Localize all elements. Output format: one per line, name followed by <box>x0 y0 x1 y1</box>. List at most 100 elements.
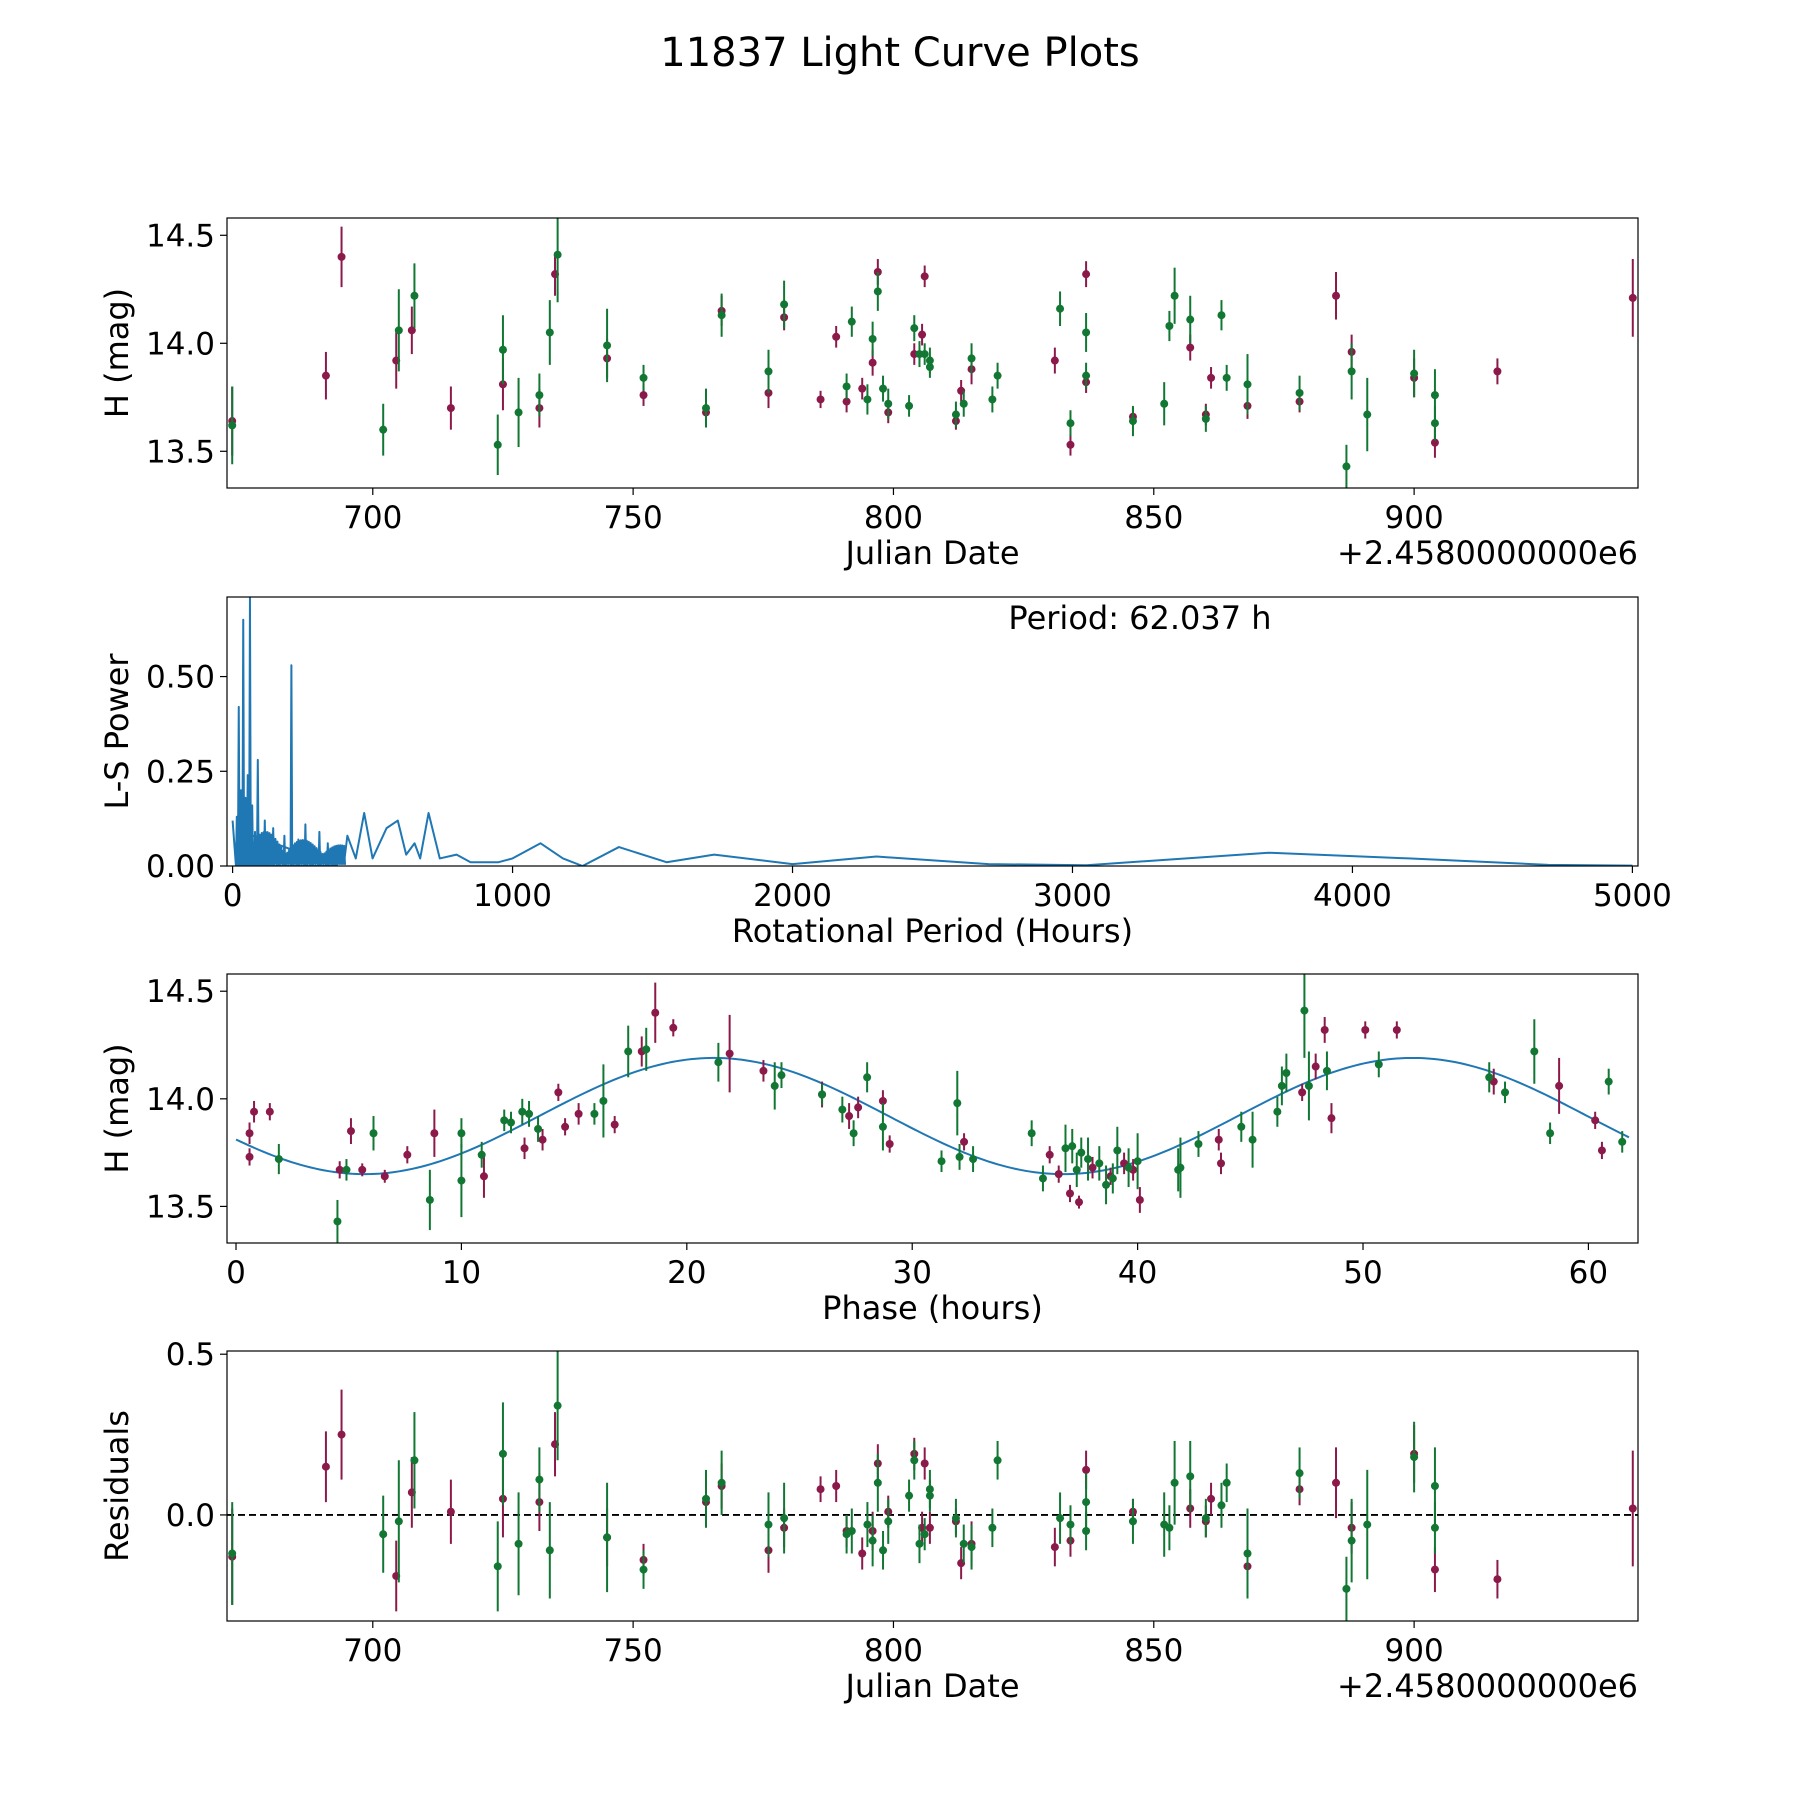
data-point <box>1082 371 1091 380</box>
data-point <box>1207 1494 1216 1503</box>
data-point <box>1555 1081 1564 1090</box>
y-tick-label: 14.0 <box>146 1082 215 1118</box>
data-point <box>1273 1107 1282 1116</box>
data-point <box>1277 1081 1286 1090</box>
data-point <box>1311 1062 1320 1071</box>
data-point <box>863 395 872 404</box>
series-g-band <box>274 974 1627 1243</box>
x-tick-label: 850 <box>1124 500 1183 536</box>
x-axis-label: Julian Date <box>843 534 1019 572</box>
data-point <box>1618 1137 1627 1146</box>
data-point <box>818 1090 827 1099</box>
data-point <box>1201 1514 1210 1523</box>
period-annotation: Period: 62.037 h <box>1008 599 1271 637</box>
x-tick-label: 3000 <box>1033 878 1112 914</box>
data-point <box>1430 1523 1439 1532</box>
data-point <box>910 324 919 333</box>
data-point <box>446 404 455 413</box>
data-point <box>1628 1504 1637 1513</box>
data-point <box>885 1140 894 1149</box>
data-point <box>554 1088 563 1097</box>
data-point <box>245 1152 254 1161</box>
x-tick-label: 700 <box>343 500 402 536</box>
periodogram-line <box>231 597 1633 866</box>
data-point <box>228 421 237 430</box>
x-tick-label: 900 <box>1385 500 1444 536</box>
data-point <box>1054 1170 1063 1179</box>
data-point <box>425 1195 434 1204</box>
x-tick-label: 0 <box>226 1255 246 1291</box>
data-point <box>838 1105 847 1114</box>
data-point <box>553 250 562 259</box>
data-point <box>1165 322 1174 330</box>
data-point <box>910 1456 919 1465</box>
data-point <box>1342 1584 1351 1593</box>
data-point <box>500 1116 509 1125</box>
data-point <box>639 1565 648 1574</box>
data-point <box>228 1549 237 1558</box>
data-point <box>407 326 416 335</box>
data-point <box>854 1103 863 1112</box>
data-point <box>863 1073 872 1082</box>
data-point <box>553 1401 562 1410</box>
data-point <box>955 1152 964 1161</box>
y-tick-label: 14.5 <box>146 218 215 254</box>
data-point <box>561 1122 570 1131</box>
data-point <box>669 1023 678 1032</box>
data-point <box>764 367 773 376</box>
data-point <box>514 408 523 417</box>
data-point <box>858 384 867 393</box>
x-tick-label: 10 <box>442 1255 481 1291</box>
data-point <box>1628 293 1637 302</box>
data-point <box>1186 343 1195 352</box>
data-point <box>1237 1122 1246 1131</box>
data-point <box>849 1129 858 1138</box>
data-point <box>1332 291 1341 300</box>
data-point <box>651 1008 660 1017</box>
data-point <box>1430 1565 1439 1574</box>
data-point <box>993 371 1002 380</box>
data-point <box>1493 367 1502 376</box>
data-point <box>1222 373 1231 382</box>
data-point <box>953 1099 962 1108</box>
data-point <box>410 1456 419 1465</box>
data-point <box>969 1155 978 1164</box>
data-point <box>358 1165 367 1174</box>
data-point <box>759 1066 768 1075</box>
data-point <box>1430 438 1439 447</box>
x-tick-label: 30 <box>892 1255 931 1291</box>
data-point <box>639 373 648 382</box>
data-point <box>842 397 851 406</box>
data-point <box>884 1517 893 1526</box>
y-tick-label: 0.00 <box>146 849 215 885</box>
y-tick-label: 14.0 <box>146 326 215 362</box>
data-point <box>868 334 877 343</box>
y-axis-label: Residuals <box>98 1410 136 1562</box>
x-tick-label: 1000 <box>473 878 552 914</box>
data-point <box>1374 1060 1383 1069</box>
data-point <box>832 332 841 341</box>
data-point <box>265 1107 274 1116</box>
data-point <box>937 1157 946 1166</box>
data-point <box>1075 1198 1084 1207</box>
data-point <box>918 330 927 339</box>
data-point <box>1050 356 1059 365</box>
data-point <box>1165 1523 1174 1532</box>
y-tick-label: 0.0 <box>166 1498 215 1534</box>
data-point <box>333 1217 342 1226</box>
data-point <box>610 1120 619 1129</box>
data-point <box>925 363 934 372</box>
data-point <box>1597 1146 1606 1155</box>
data-point <box>1056 1514 1065 1523</box>
y-axis-label: H (mag) <box>98 288 136 418</box>
x-tick-label: 800 <box>864 500 923 536</box>
data-point <box>960 1137 969 1146</box>
data-point <box>1108 1174 1117 1183</box>
data-point <box>1430 1482 1439 1490</box>
x-tick-label: 5000 <box>1593 878 1672 914</box>
data-point <box>346 1127 355 1136</box>
data-point <box>498 345 507 354</box>
figure-title: 11837 Light Curve Plots <box>660 30 1139 76</box>
data-point <box>717 311 726 320</box>
data-point <box>847 317 856 326</box>
